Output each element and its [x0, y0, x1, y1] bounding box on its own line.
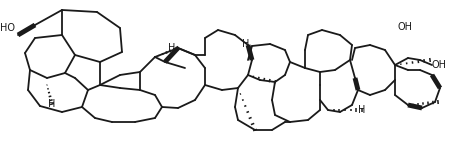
Text: H: H [48, 99, 55, 109]
Text: H: H [358, 105, 365, 115]
Text: H: H [242, 39, 249, 49]
Text: OH: OH [397, 22, 412, 32]
Text: H: H [168, 43, 175, 53]
Text: OH: OH [431, 60, 446, 70]
Text: HO: HO [0, 23, 15, 33]
